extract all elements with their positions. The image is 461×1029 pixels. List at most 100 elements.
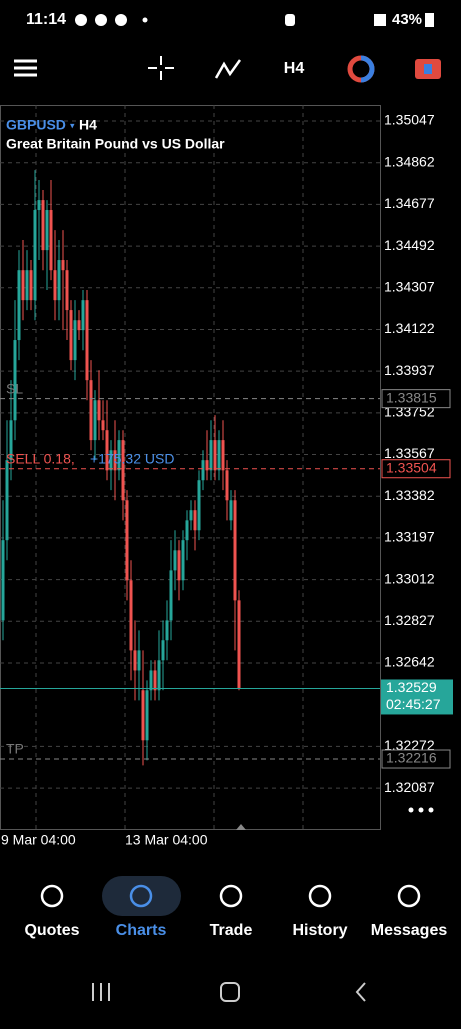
status-battery: 43% xyxy=(392,11,422,28)
candle-body xyxy=(193,510,197,531)
candle-body xyxy=(49,210,53,271)
order-label: SELL 0.18, xyxy=(6,450,75,466)
nav-active-pill xyxy=(102,876,181,916)
candle-body xyxy=(33,210,37,301)
menu-button[interactable] xyxy=(14,59,37,77)
sl-price: 1.33815 xyxy=(386,389,437,405)
candle-body xyxy=(237,600,241,689)
candle-body xyxy=(161,640,165,661)
candle-body xyxy=(173,550,177,571)
candle-body xyxy=(181,540,185,581)
more-button[interactable] xyxy=(408,807,434,813)
tp-label: TP xyxy=(6,741,24,757)
tp-price: 1.32216 xyxy=(386,750,437,766)
y-tick-label: 1.33382 xyxy=(384,487,435,503)
candle-body xyxy=(113,450,117,471)
nav-icon xyxy=(219,884,243,908)
x-tick-label: 13 Mar 04:00 xyxy=(125,832,208,848)
y-tick-label: 1.33567 xyxy=(384,445,435,461)
candle-body xyxy=(57,260,61,301)
bid-price: 1.32529 xyxy=(386,679,437,695)
candle-body xyxy=(233,500,237,601)
nav-item[interactable]: Messages xyxy=(371,922,448,939)
candle-body xyxy=(229,500,233,521)
y-tick-label: 1.33197 xyxy=(384,529,435,545)
trade-button-inner xyxy=(424,64,432,74)
symbol[interactable]: GBPUSD xyxy=(6,117,66,133)
nav-icon xyxy=(308,884,332,908)
candle-body xyxy=(93,400,97,441)
candle-body xyxy=(177,550,181,581)
y-tick-label: 1.35047 xyxy=(384,112,435,128)
symbol-dropdown: ▾ xyxy=(70,120,75,130)
nav-item[interactable]: Trade xyxy=(210,922,253,939)
candle-body xyxy=(145,690,149,741)
candle-body xyxy=(205,460,209,471)
order-price: 1.33504 xyxy=(386,459,437,475)
order-box xyxy=(381,459,451,479)
indicators-button[interactable] xyxy=(214,59,242,79)
sl-label: SL xyxy=(6,380,23,396)
y-tick-label: 1.32272 xyxy=(384,737,435,753)
candle-body xyxy=(213,440,217,471)
candle-body xyxy=(185,520,189,541)
candle-body xyxy=(85,300,89,381)
y-tick-label: 1.34122 xyxy=(384,320,435,336)
candle-body xyxy=(37,200,41,211)
y-tick-label: 1.34677 xyxy=(384,195,435,211)
y-tick-label: 1.34307 xyxy=(384,278,435,294)
candle-body xyxy=(9,420,13,461)
nav-item[interactable]: History xyxy=(292,922,347,939)
candle-body xyxy=(65,270,69,311)
system-nav xyxy=(92,982,366,1002)
y-tick-label: 1.34492 xyxy=(384,237,435,253)
candle-body xyxy=(105,430,109,471)
candle-body xyxy=(225,470,229,501)
status-time: 11:14 xyxy=(26,11,66,28)
candle-body xyxy=(141,690,145,741)
candle-body xyxy=(41,200,45,251)
candle-body xyxy=(117,440,121,471)
y-tick-label: 1.33937 xyxy=(384,362,435,378)
candle-body xyxy=(209,440,213,471)
candle-body xyxy=(169,570,173,621)
candle-body xyxy=(221,440,225,471)
candle-body xyxy=(153,670,157,691)
candle-body xyxy=(77,320,81,331)
x-tick-label: 9 Mar 04:00 xyxy=(1,832,76,848)
candle-body xyxy=(61,260,65,271)
nav-item[interactable]: Quotes xyxy=(24,922,79,939)
candle-body xyxy=(29,270,33,301)
candle-body xyxy=(17,270,21,341)
candle-body xyxy=(129,580,133,651)
candle-body xyxy=(149,670,153,691)
objects-button-half xyxy=(360,55,375,83)
nav-item[interactable]: Charts xyxy=(116,922,167,939)
candle-body xyxy=(165,620,169,641)
candle-body xyxy=(53,270,57,301)
nav-icon xyxy=(129,884,153,908)
symbol-description: Great Britain Pound vs US Dollar xyxy=(6,136,225,152)
candle-body xyxy=(25,270,29,301)
sl-box xyxy=(381,389,451,409)
y-tick-label: 1.32827 xyxy=(384,612,435,628)
chart-frame xyxy=(0,105,381,830)
crosshair-button[interactable] xyxy=(148,56,174,80)
candle-body xyxy=(1,540,5,621)
candle-body xyxy=(69,310,73,361)
candle-body xyxy=(201,460,205,481)
scroll-marker xyxy=(236,824,246,830)
candle-body xyxy=(137,650,141,671)
timeframe-button[interactable]: H4 xyxy=(284,60,305,77)
candle-body xyxy=(189,510,193,521)
y-tick-label: 1.33012 xyxy=(384,570,435,586)
y-tick-label: 1.32642 xyxy=(384,654,435,670)
chart-timeframe: H4 xyxy=(79,117,97,133)
tp-box xyxy=(381,749,451,769)
order-profit: +175.32 USD xyxy=(90,450,174,466)
candle-body xyxy=(73,320,77,361)
candle-body xyxy=(13,340,17,421)
candle-body xyxy=(197,480,201,531)
candle-body xyxy=(133,650,137,671)
